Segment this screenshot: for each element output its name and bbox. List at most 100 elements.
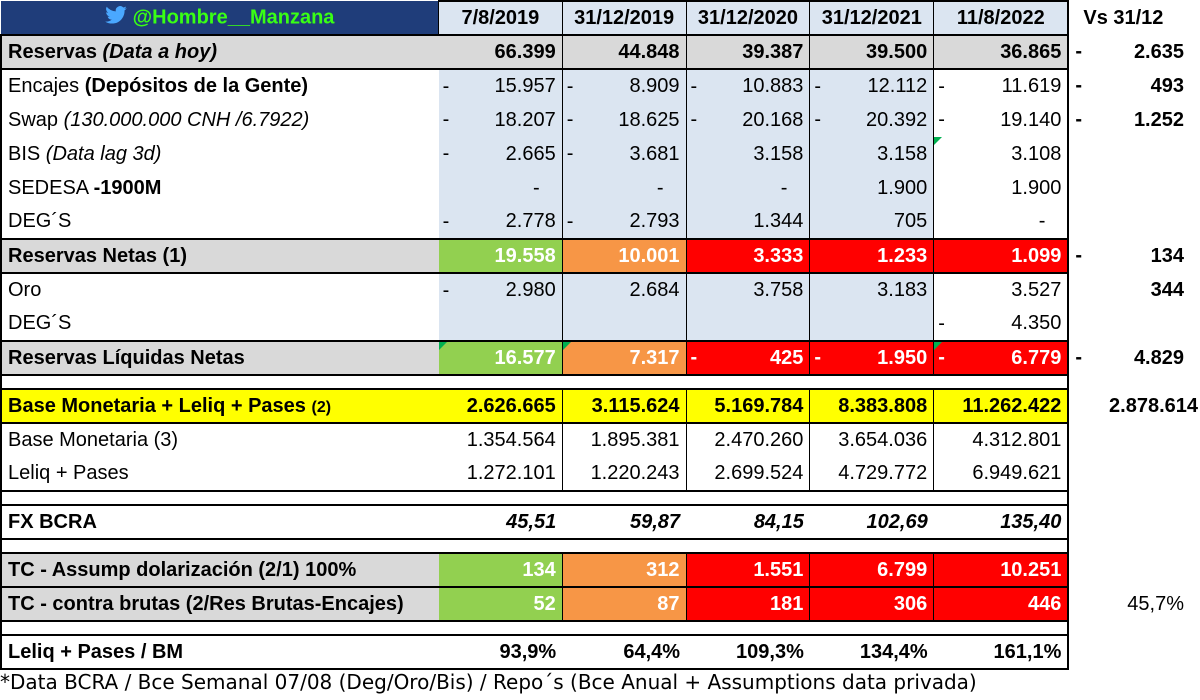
row-tc-brutas: TC - contra brutas (2/Res Brutas-Encajes… — [0, 587, 1199, 622]
cell: 93,9% — [438, 634, 563, 670]
cell: -6.779 — [933, 340, 1070, 376]
vs-cell: -134 — [1075, 244, 1184, 267]
twitter-bird-icon — [104, 5, 127, 30]
cell: 39.387 — [685, 34, 810, 70]
cell: -20.392 — [809, 103, 934, 137]
cell: - — [933, 205, 1070, 239]
cell: - — [561, 171, 687, 205]
handle-text: @Hombre__Manzana — [132, 5, 335, 28]
header-row: @Hombre__Manzana 7/8/2019 31/12/2019 31/… — [1, 0, 1199, 35]
cell: 10.001 — [561, 238, 687, 274]
cell: 1.220.243 — [561, 457, 687, 492]
cell: 4.729.772 — [809, 457, 934, 492]
cell — [561, 307, 687, 341]
cell: 181 — [685, 587, 810, 622]
cell: 7.317 — [561, 340, 687, 376]
cell: 135,40 — [933, 504, 1070, 540]
cell: -2.980 — [438, 273, 563, 307]
row-leliq: Leliq + Pases 1.272.101 1.220.243 2.699.… — [0, 457, 1199, 492]
cell: - — [685, 171, 810, 205]
cell: -20.168 — [685, 103, 810, 137]
date-col-5: 11/8/2022 — [933, 0, 1070, 35]
row-label: Leliq + Pases — [0, 457, 439, 492]
vs-cell: -4.829 — [1075, 346, 1184, 369]
row-reservas-netas: Reservas Netas (1) 19.558 10.001 3.333 1… — [0, 238, 1199, 274]
cell: 3.108 — [933, 137, 1070, 171]
cell: 3.758 — [685, 273, 810, 307]
row-base-total: Base Monetaria + Leliq + Pases (2) 2.626… — [0, 388, 1199, 424]
footnote: *Data BCRA / Bce Semanal 07/08 (Deg/Oro/… — [0, 670, 977, 694]
date-col-2: 31/12/2019 — [561, 0, 687, 35]
row-ratio: Leliq + Pases / BM 93,9% 64,4% 109,3% 13… — [0, 634, 1199, 670]
cell: 6.949.621 — [933, 457, 1070, 492]
row-label: Reservas Netas (1) — [0, 238, 439, 274]
cell: 64,4% — [562, 634, 687, 670]
reserves-table: @Hombre__Manzana 7/8/2019 31/12/2019 31/… — [0, 0, 1199, 670]
date-col-4: 31/12/2021 — [809, 0, 934, 35]
cell: 312 — [561, 552, 687, 588]
row-oro: Oro -2.980 2.684 3.758 3.183 3.527 344 — [0, 273, 1199, 307]
row-degs: DEG´S -2.778 -2.793 1.344 705 - — [0, 205, 1199, 239]
row-label: Reservas (Data a hoy) — [0, 34, 439, 70]
cell: 2.699.524 — [685, 457, 810, 492]
row-label: Base Monetaria (3) — [0, 423, 439, 457]
vs-cell: 2.878.614 — [1109, 394, 1198, 417]
row-tc-dolarizacion: TC - Assump dolarización (2/1) 100% 134 … — [0, 552, 1199, 588]
cell: 2.470.260 — [685, 423, 810, 457]
cell: -18.625 — [561, 103, 687, 137]
date-col-3: 31/12/2020 — [685, 0, 810, 35]
row-label: BIS (Data lag 3d) — [0, 137, 439, 171]
cell: 10.251 — [933, 552, 1070, 588]
cell: 134,4% — [809, 634, 934, 670]
cell: - — [438, 171, 563, 205]
row-swap: Swap (130.000.000 CNH /6.7922) -18.207 -… — [0, 103, 1199, 137]
row-fx: FX BCRA 45,51 59,87 84,15 102,69 135,40 — [0, 504, 1199, 540]
cell: 59,87 — [562, 504, 687, 540]
cell: 5.169.784 — [685, 388, 810, 424]
cell: 16.577 — [438, 340, 563, 376]
cell: 44.848 — [561, 34, 687, 70]
vs-cell: -1.252 — [1075, 108, 1184, 131]
cell: -2.793 — [561, 205, 687, 239]
cell: 84,15 — [686, 504, 810, 540]
cell: -12.112 — [809, 69, 934, 103]
twitter-handle[interactable]: @Hombre__Manzana — [1, 1, 439, 35]
cell: 134 — [438, 552, 563, 588]
cell: 19.558 — [438, 238, 563, 274]
cell: 3.527 — [933, 273, 1070, 307]
cell: 66.399 — [438, 34, 563, 70]
cell: 45,51 — [438, 504, 563, 540]
row-label: TC - contra brutas (2/Res Brutas-Encajes… — [0, 587, 439, 622]
cell: 1.900 — [933, 171, 1070, 205]
cell: 1.099 — [933, 238, 1070, 274]
row-label: TC - Assump dolarización (2/1) 100% — [0, 552, 439, 588]
row-degs-2: DEG´S -4.350 — [0, 307, 1199, 341]
row-label: SEDESA -1900M — [0, 171, 439, 205]
cell: 6.799 — [809, 552, 934, 588]
cell: -15.957 — [438, 69, 563, 103]
cell: 3.333 — [685, 238, 810, 274]
cell: -11.619 — [933, 69, 1070, 103]
cell: -1.950 — [809, 340, 934, 376]
cell: 2.684 — [561, 273, 687, 307]
cell: 1.354.564 — [466, 429, 556, 451]
row-sedesa: SEDESA -1900M - - - 1.900 1.900 — [0, 171, 1199, 205]
cell — [685, 307, 810, 341]
cell: 8.383.808 — [809, 388, 934, 424]
cell: 3.158 — [809, 137, 934, 171]
cell: 87 — [561, 587, 687, 622]
row-reservas-liquidas: Reservas Líquidas Netas 16.577 7.317 -42… — [0, 340, 1199, 376]
cell: 705 — [809, 205, 934, 239]
cell: 3.654.036 — [809, 423, 934, 457]
row-label: DEG´S — [0, 307, 439, 341]
cell: 1.895.381 — [561, 423, 687, 457]
cell: 3.183 — [809, 273, 934, 307]
row-encajes: Encajes (Depósitos de la Gente) -15.957 … — [0, 69, 1199, 103]
cell: 52 — [438, 587, 563, 622]
cell: 306 — [809, 587, 934, 622]
cell: 1.344 — [685, 205, 810, 239]
vs-cell: -493 — [1075, 74, 1184, 97]
row-base: Base Monetaria (3) 1.354.564 1.895.381 2… — [0, 423, 1199, 457]
cell: -18.207 — [438, 103, 563, 137]
vs-header: Vs 31/12 — [1083, 6, 1164, 29]
